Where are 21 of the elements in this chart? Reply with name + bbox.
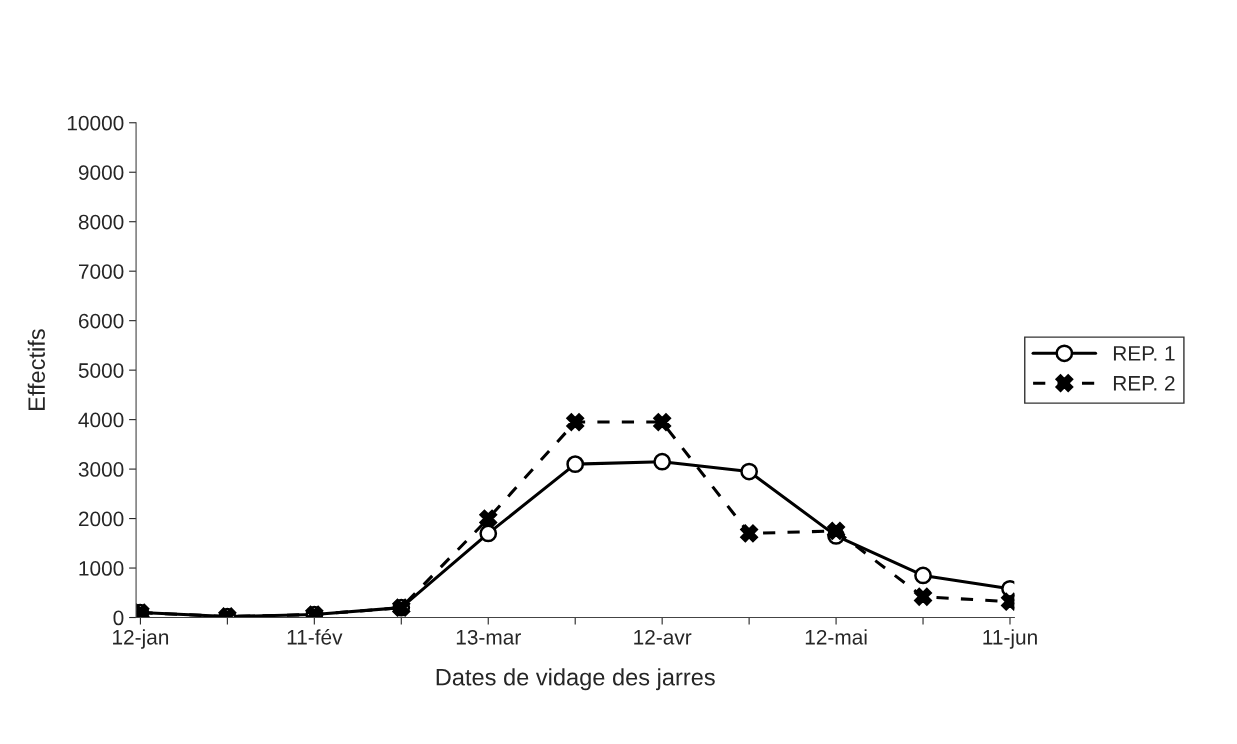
x-tick-label: 12-avr xyxy=(634,629,692,645)
y-tick-label: 2000 xyxy=(78,511,124,527)
x-tick-label: 12-mai xyxy=(805,629,867,645)
y-tick-label: 0 xyxy=(113,610,124,626)
y-tick-label: 9000 xyxy=(78,165,124,180)
x-tick-label: 11-fév xyxy=(287,629,343,645)
y-tick-label: 5000 xyxy=(78,363,124,378)
y-tick-label: 4000 xyxy=(78,412,124,428)
legend-label: REP. 2 xyxy=(1113,375,1175,391)
x-tick-label: 12-jan xyxy=(113,629,169,649)
y-axis-title: Effectifs xyxy=(27,329,45,410)
x-tick-label: 13-mar xyxy=(456,629,521,645)
x-tick-label: 11-jun xyxy=(983,629,1037,649)
y-tick-label: 10000 xyxy=(67,115,124,131)
x-axis-title: Dates de vidage des jarres xyxy=(436,668,715,691)
y-tick-label: 3000 xyxy=(78,462,124,477)
y-tick-label: 1000 xyxy=(79,561,124,576)
y-tick-label: 6000 xyxy=(78,313,124,329)
y-tick-label: 8000 xyxy=(78,214,124,230)
y-tick-label: 7000 xyxy=(78,264,124,279)
legend-label: REP. 1 xyxy=(1113,346,1175,361)
